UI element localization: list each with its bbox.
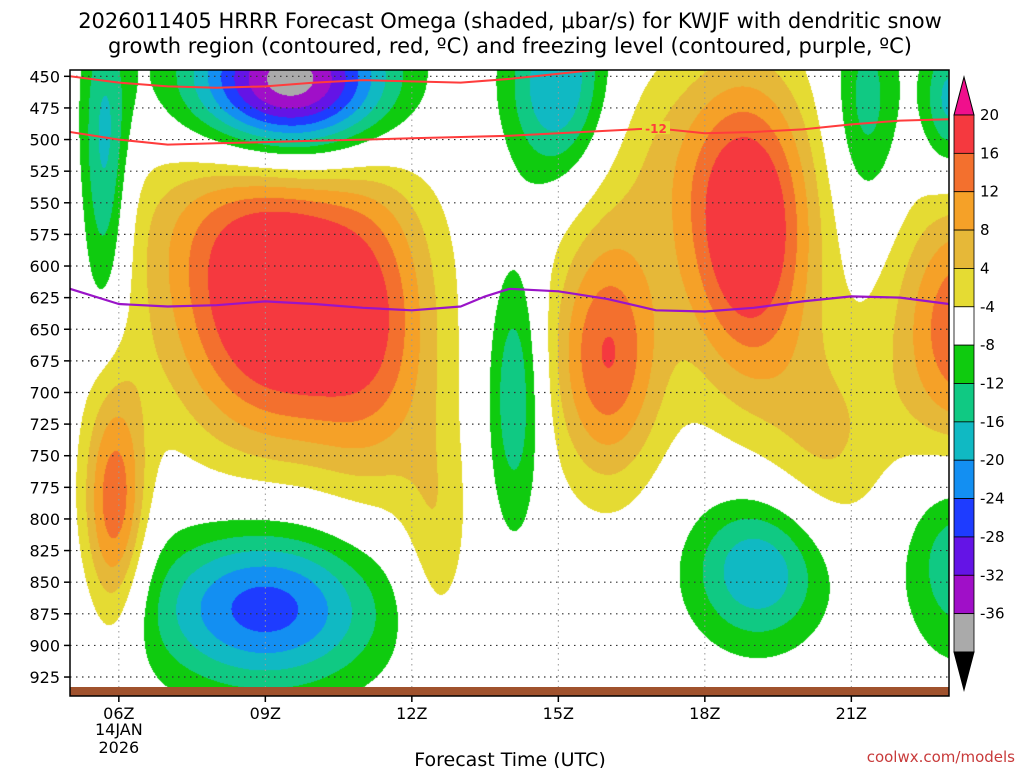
y-tick-label-650: 650 [29, 320, 60, 339]
colorbar-label--24: -24 [980, 490, 1005, 508]
dgz-minus12-contour [70, 118, 949, 146]
contour-layer: -12 [70, 70, 949, 313]
x-tick-label-21Z: 21Z [836, 704, 867, 723]
y-tick-label-775: 775 [29, 478, 60, 497]
y-tick-label-475: 475 [29, 99, 60, 118]
y-tick-label-900: 900 [29, 636, 60, 655]
x-date-line2: 2026 [98, 738, 139, 757]
omega-shading [70, 70, 949, 696]
colorbar-swatch [953, 229, 975, 269]
colorbar-top-arrow [953, 75, 975, 116]
colorbar-swatch [953, 344, 975, 384]
x-tick-label-15Z: 15Z [543, 704, 574, 723]
colorbar-label--20: -20 [980, 451, 1005, 469]
colorbar: 20 16 12 8 4 -4 -8 -12 -16 -20 -24 -28 -32 -36 [953, 75, 1005, 692]
y-tick-label-550: 550 [29, 194, 60, 213]
x-axis-label: Forecast Time (UTC) [414, 749, 605, 768]
colorbar-swatch [953, 114, 975, 154]
y-axis: 450 475 500 525 550 575 600 625 650 675 700 725 750 7… [29, 67, 70, 687]
y-tick-label-825: 825 [29, 542, 60, 561]
colorbar-swatch [953, 421, 975, 461]
y-tick-label-850: 850 [29, 573, 60, 592]
colorbar-swatch [953, 536, 975, 576]
y-tick-label-750: 750 [29, 447, 60, 466]
x-date-line1: 14JAN [95, 720, 143, 739]
colorbar-label-8: 8 [980, 221, 990, 239]
dgz-contour-label: -12 [645, 122, 667, 136]
colorbar-swatch [953, 191, 975, 231]
ground-band [70, 687, 949, 696]
colorbar-swatch [953, 306, 975, 346]
x-tick-label-06Z: 06Z [103, 704, 134, 723]
freezing-level-contour [70, 287, 949, 313]
credit-text: coolwx.com/models [867, 748, 1015, 766]
x-axis: 06Z 09Z 12Z 15Z 18Z 21Z [103, 696, 867, 723]
y-tick-label-525: 525 [29, 162, 60, 181]
colorbar-label-4: 4 [980, 259, 990, 277]
y-tick-label-725: 725 [29, 415, 60, 434]
dgz-upper-contour [70, 70, 605, 89]
colorbar-label--8: -8 [980, 336, 995, 354]
colorbar-swatch [953, 383, 975, 423]
y-tick-label-575: 575 [29, 225, 60, 244]
colorbar-swatch [953, 152, 975, 193]
y-tick-label-450: 450 [29, 67, 60, 86]
chart-title-line1: 2026011405 HRRR Forecast Omega (shaded, … [78, 9, 942, 33]
colorbar-label-16: 16 [980, 144, 999, 162]
colorbar-swatch [953, 459, 975, 499]
colorbar-swatch [953, 268, 975, 308]
y-tick-label-700: 700 [29, 383, 60, 402]
colorbar-label--4: -4 [980, 298, 995, 316]
y-tick-label-925: 925 [29, 668, 60, 687]
colorbar-label-12: 12 [980, 183, 999, 201]
colorbar-bottom-arrow [953, 651, 975, 692]
y-tick-label-800: 800 [29, 510, 60, 529]
y-tick-label-875: 875 [29, 605, 60, 624]
x-tick-label-18Z: 18Z [689, 704, 720, 723]
y-tick-label-500: 500 [29, 131, 60, 150]
y-tick-label-600: 600 [29, 257, 60, 276]
colorbar-label--16: -16 [980, 413, 1005, 431]
y-tick-label-625: 625 [29, 289, 60, 308]
colorbar-swatch [953, 574, 975, 615]
colorbar-label--28: -28 [980, 528, 1005, 546]
x-tick-label-09Z: 09Z [250, 704, 281, 723]
colorbar-label-20: 20 [980, 106, 999, 124]
colorbar-label--32: -32 [980, 566, 1005, 584]
grid-layer [70, 70, 949, 696]
plot-frame [69, 69, 950, 697]
chart-title-line2: growth region (contoured, red, ºC) and f… [108, 34, 912, 58]
colorbar-label--36: -36 [980, 605, 1005, 623]
colorbar-swatch [953, 498, 975, 538]
colorbar-label--12: -12 [980, 375, 1005, 393]
y-tick-label-675: 675 [29, 352, 60, 371]
x-tick-label-12Z: 12Z [396, 704, 427, 723]
colorbar-swatch [953, 613, 975, 653]
